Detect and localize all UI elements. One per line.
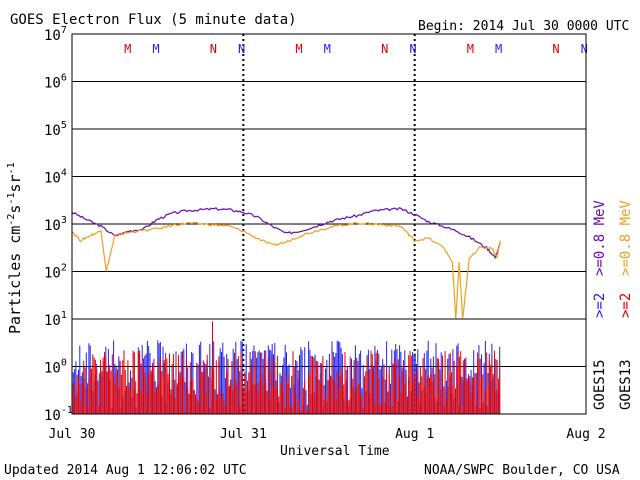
legend-entry-1: >=2 xyxy=(618,293,634,318)
y-tick-label-5: 104 xyxy=(44,168,67,187)
legend-entry-5: GOES13 xyxy=(618,359,634,410)
midnight-marker-0: M xyxy=(124,42,131,56)
credit-label: NOAA/SWPC Boulder, CO USA xyxy=(424,463,620,478)
y-tick-label-1: 100 xyxy=(44,358,67,377)
y-axis-label-exp2: -1 xyxy=(6,193,17,205)
y-tick-label-0: 10-1 xyxy=(44,405,73,424)
y-axis-label-mid2: sr xyxy=(6,174,24,192)
y-tick-label-3: 102 xyxy=(44,263,67,282)
midnight-marker-9: M xyxy=(495,42,502,56)
y-axis-label: Particles cm-2s-1sr-1 xyxy=(6,162,24,334)
x-tick-label-1: Jul 31 xyxy=(220,427,267,442)
svg-text:Particles cm-2s-1sr-1: Particles cm-2s-1sr-1 xyxy=(6,162,24,334)
midnight-marker-5: M xyxy=(324,42,331,56)
x-tick-label-3: Aug 2 xyxy=(566,427,605,442)
y-axis-label-mid1: s xyxy=(6,205,24,214)
y-axis-label-exp1: -2 xyxy=(6,214,17,226)
y-tick-label-8: 107 xyxy=(44,25,67,44)
x-tick-label-0: Jul 30 xyxy=(49,427,96,442)
y-axis-label-exp3: -1 xyxy=(6,162,17,174)
x-tick-label-2: Aug 1 xyxy=(395,427,434,442)
midnight-marker-8: M xyxy=(467,42,474,56)
midnight-marker-2: N xyxy=(210,42,217,56)
legend-entry-3: >=0.8 MeV xyxy=(618,200,634,276)
y-tick-label-2: 101 xyxy=(44,310,67,329)
legend-entry-2: >=0.8 MeV xyxy=(592,200,608,276)
midnight-marker-4: M xyxy=(295,42,302,56)
midnight-marker-1: M xyxy=(152,42,159,56)
y-tick-label-6: 105 xyxy=(44,120,67,139)
x-tick-labels: Jul 30 Jul 31 Aug 1 Aug 2 xyxy=(49,427,606,442)
begin-label: Begin: 2014 Jul 30 0000 UTC xyxy=(418,19,629,34)
series-line-1 xyxy=(71,221,501,319)
y-tick-label-4: 103 xyxy=(44,215,67,234)
midnight-marker-11: N xyxy=(581,42,588,56)
midnight-marker-7: N xyxy=(409,42,416,56)
y-axis-label-base: Particles cm xyxy=(6,226,24,334)
series-line-0 xyxy=(71,207,501,260)
chart-title: GOES Electron Flux (5 minute data) xyxy=(10,12,297,28)
y-tick-labels: 10-1 100 101 102 103 104 105 106 107 xyxy=(44,25,73,424)
gridlines xyxy=(72,34,586,414)
x-axis-label: Universal Time xyxy=(280,444,390,459)
midnight-marker-3: N xyxy=(238,42,245,56)
midnight-marker-6: N xyxy=(381,42,388,56)
plot-frame xyxy=(71,33,587,415)
updated-timestamp: Updated 2014 Aug 1 12:06:02 UTC xyxy=(4,463,247,478)
midnight-marker-10: N xyxy=(552,42,559,56)
legend-entry-4: GOES15 xyxy=(592,359,608,410)
legend-entry-0: >=2 xyxy=(592,293,608,318)
right-legend: >=2 >=2 >=0.8 MeV >=0.8 MeV GOES15 GOES13 xyxy=(592,200,634,410)
y-tick-label-7: 106 xyxy=(44,73,67,92)
